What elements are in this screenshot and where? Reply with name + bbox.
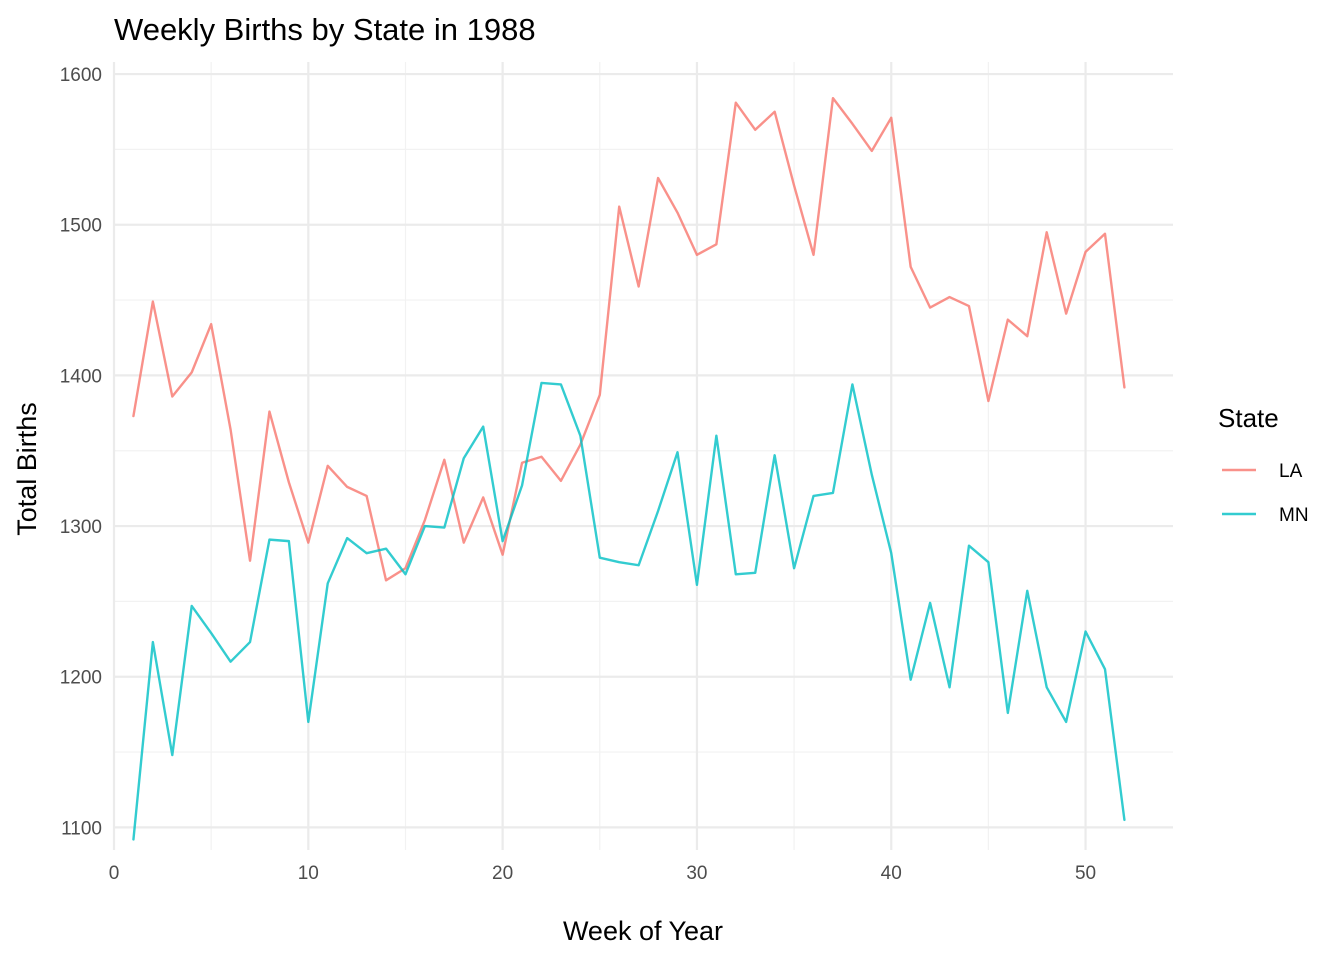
legend-items: LA MN <box>1222 461 1309 526</box>
y-tick-label: 1400 <box>60 366 102 387</box>
series-lines <box>132 96 1126 841</box>
x-tick-label: 0 <box>109 863 120 884</box>
y-axis-tick-labels: 1100 1200 1300 1400 1500 1600 <box>60 65 102 839</box>
series-line-mn <box>132 381 1126 841</box>
legend-label-la: LA <box>1279 461 1303 482</box>
y-tick-label: 1500 <box>60 216 102 237</box>
x-tick-label: 50 <box>1075 863 1096 884</box>
x-axis-tick-labels: 0 10 20 30 40 50 <box>109 863 1096 884</box>
chart-title: Weekly Births by State in 1988 <box>114 12 536 47</box>
x-tick-label: 20 <box>492 863 513 884</box>
minor-gridlines <box>114 62 1173 850</box>
legend-title: State <box>1218 403 1279 433</box>
y-tick-label: 1600 <box>60 65 102 86</box>
major-gridlines <box>112 62 1173 850</box>
y-axis-title: Total Births <box>12 402 42 536</box>
x-tick-label: 40 <box>881 863 902 884</box>
legend: State LA MN <box>1218 403 1309 526</box>
x-tick-label: 10 <box>298 863 319 884</box>
y-tick-label: 1200 <box>60 668 102 689</box>
y-tick-label: 1100 <box>61 818 102 839</box>
series-line-la <box>132 96 1126 582</box>
legend-label-mn: MN <box>1279 505 1309 526</box>
x-axis-title: Week of Year <box>563 916 723 946</box>
y-tick-label: 1300 <box>60 517 102 538</box>
x-tick-label: 30 <box>686 863 707 884</box>
